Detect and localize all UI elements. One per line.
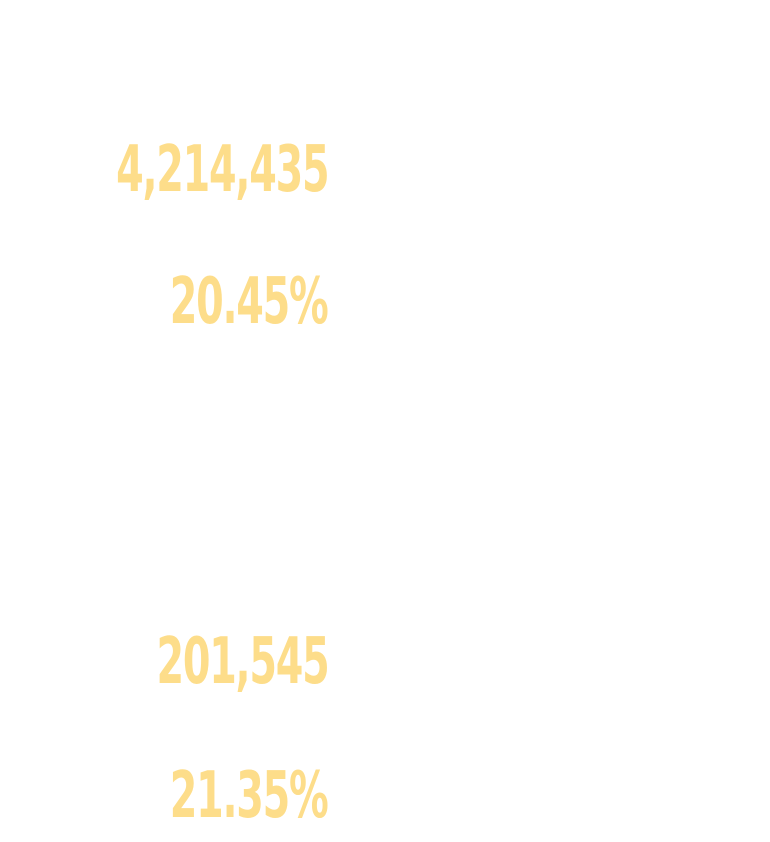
group-1-count: 4,214,435 xyxy=(115,133,329,207)
group-1-percent: 20.45% xyxy=(170,265,329,339)
group-2-percent: 21.35% xyxy=(170,759,329,833)
group-2-count: 201,545 xyxy=(155,625,329,699)
